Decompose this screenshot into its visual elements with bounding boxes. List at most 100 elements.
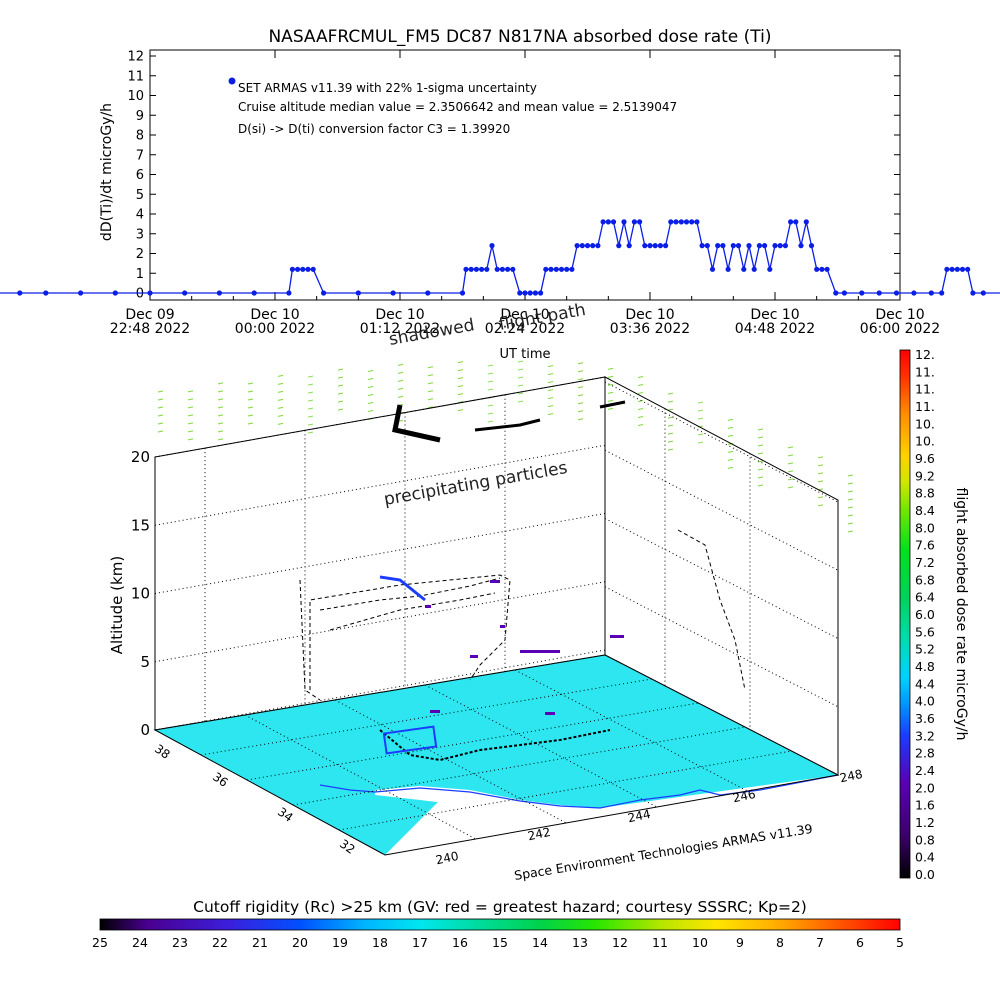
particle-marker <box>307 383 314 386</box>
particle-marker <box>787 470 794 473</box>
rigidity-tick-label: 20 <box>292 935 308 950</box>
z-tick-label: 20 <box>131 448 150 466</box>
map-coastline <box>319 774 839 809</box>
particle-marker <box>397 379 404 382</box>
y-tick-label: 6 <box>136 168 144 183</box>
particle-marker <box>397 387 404 390</box>
data-point <box>756 243 763 249</box>
particle-marker <box>187 406 194 409</box>
y-tick-label: 3 <box>136 227 144 242</box>
particle-marker <box>817 504 824 507</box>
data-point <box>78 290 84 296</box>
z-tick-label: 5 <box>140 653 150 671</box>
data-point <box>959 266 966 272</box>
particle-marker <box>757 428 764 431</box>
particle-marker <box>217 422 224 425</box>
data-point <box>944 266 950 272</box>
particle-marker <box>787 446 794 449</box>
particle-marker <box>367 402 374 404</box>
particle-marker <box>757 468 764 471</box>
particle-marker <box>847 474 854 477</box>
particle-marker <box>547 381 554 384</box>
data-point <box>425 290 431 296</box>
x-tick-label-date: Dec 10 <box>875 307 924 323</box>
grid-h-right <box>604 449 839 571</box>
dose-colorbar-tick: 3.6 <box>915 711 935 726</box>
dose-colorbar-tick: 6.4 <box>915 590 935 605</box>
data-point <box>725 266 731 272</box>
particle-marker <box>217 390 224 393</box>
rigidity-tick-label: 14 <box>532 935 548 950</box>
rigidity-colorbar-gradient <box>99 918 901 931</box>
particle-marker <box>517 368 524 371</box>
dose-colorbar: 12. 11. 11. 11. 10. 10. 9.6 9.2 8.8 8.4 8.0 7.6 7.2 6… <box>899 347 969 882</box>
rigidity-tick-label: 25 <box>92 935 108 950</box>
rigidity-tick-label: 7 <box>816 935 824 950</box>
particle-marker <box>217 382 224 385</box>
particle-marker <box>757 444 764 447</box>
rigidity-tick-label: 12 <box>612 935 628 950</box>
data-point <box>647 243 653 249</box>
data-point <box>859 290 865 296</box>
footer-credit: Space Environment Technologies ARMAS v11… <box>513 821 813 883</box>
rigidity-tick-label: 11 <box>652 935 668 950</box>
particle-marker <box>217 414 224 417</box>
particle-marker <box>367 386 374 388</box>
particle-marker <box>337 392 344 395</box>
data-point <box>798 243 804 249</box>
data-point <box>876 290 882 296</box>
y-tick-label: 7 <box>136 148 144 163</box>
particle-marker <box>187 398 194 401</box>
particle-marker <box>337 400 344 403</box>
dose-colorbar-tick: 0.8 <box>915 832 935 847</box>
particle-marker <box>577 378 584 381</box>
floor-frame <box>153 654 840 856</box>
particle-marker <box>427 374 434 377</box>
y-tick-label: 4 <box>136 208 144 223</box>
data-point <box>390 290 396 296</box>
data-point <box>251 290 257 296</box>
particle-marker <box>697 441 704 444</box>
rigidity-tick-label: 9 <box>736 935 744 950</box>
data-point <box>494 266 500 272</box>
data-point <box>772 243 778 249</box>
altitude-axis-label: Altitude (km) <box>108 556 126 654</box>
particle-marker <box>757 452 764 455</box>
data-point <box>147 290 153 296</box>
grid-h-left <box>154 581 606 663</box>
data-point <box>548 266 554 272</box>
data-point <box>720 243 726 249</box>
x-tick-label-date: Dec 10 <box>625 307 674 323</box>
data-point <box>762 243 768 249</box>
dose-colorbar-tick: 6.8 <box>915 572 935 587</box>
data-point <box>605 219 611 225</box>
particle-marker <box>697 433 704 436</box>
particle-marker <box>637 392 644 394</box>
particle-marker <box>577 394 584 397</box>
data-point <box>595 243 601 249</box>
data-point <box>965 266 971 272</box>
dose-colorbar-tick: 8.0 <box>915 520 935 535</box>
rigidity-tick-label: 19 <box>332 935 348 950</box>
x-tick-label-date: Dec 10 <box>500 307 549 323</box>
particle-marker <box>217 430 224 433</box>
dose-colorbar-tick: 8.8 <box>915 486 935 501</box>
particle-marker <box>637 416 644 418</box>
flight-route-mark-2 <box>474 418 541 432</box>
y-tick-label: 5 <box>136 188 144 203</box>
particle-marker <box>727 450 734 453</box>
x-tick-label-date: Dec 10 <box>250 307 299 323</box>
grid-h-left <box>154 376 606 458</box>
rigidity-tick-label: 24 <box>132 935 148 950</box>
map-floor <box>155 655 838 855</box>
particle-marker <box>607 367 614 370</box>
data-point <box>17 290 23 296</box>
data-point <box>505 266 511 272</box>
data-point <box>489 243 495 249</box>
data-point <box>689 219 695 225</box>
particle-marker <box>367 394 374 396</box>
data-point <box>793 219 799 225</box>
data-point <box>704 243 710 249</box>
data-point <box>803 219 809 225</box>
legend-marker <box>228 77 236 85</box>
